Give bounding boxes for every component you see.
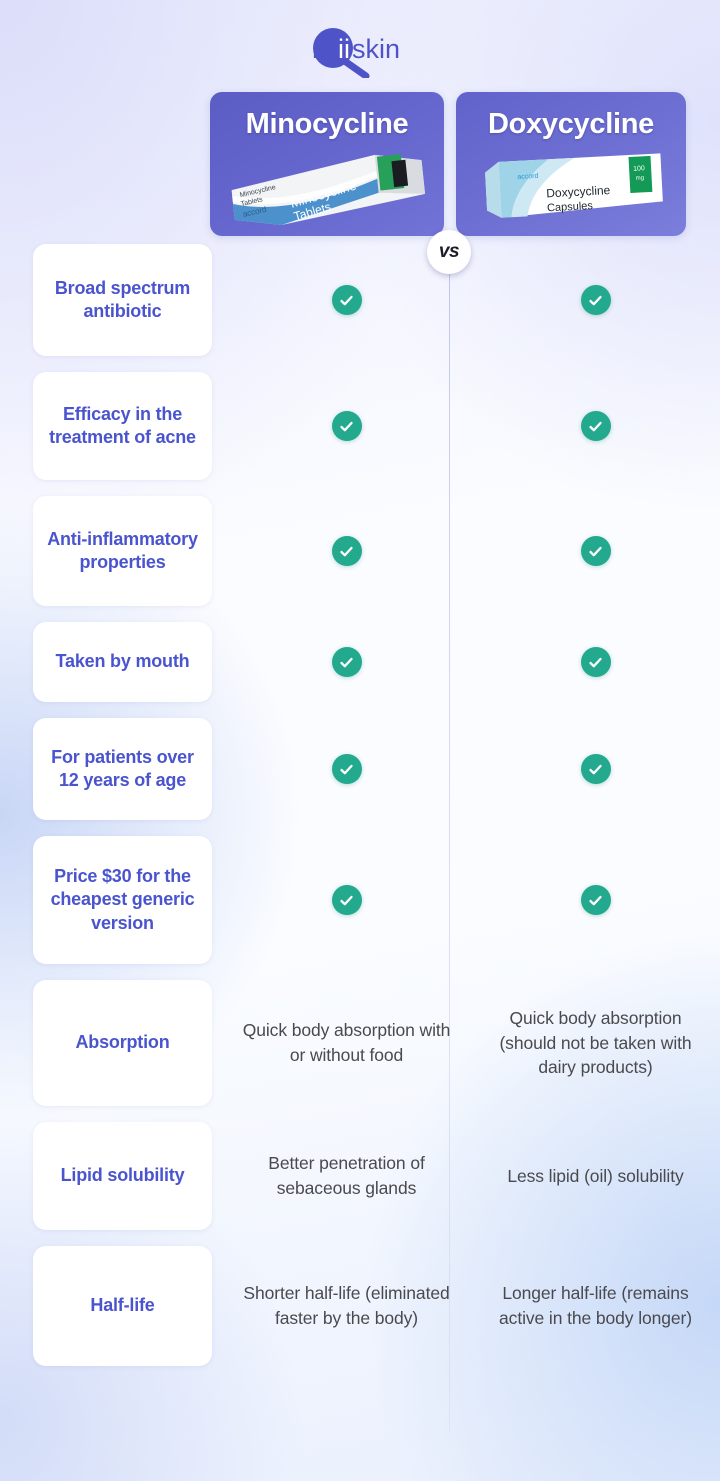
svg-text:Tablets: Tablets [240,196,264,208]
check-icon [580,754,611,784]
row-label-text: Anti-inflammatory properties [47,528,198,572]
cell-text: Less lipid (oil) solubility [507,1165,684,1186]
minocycline-box-image: Minocycline Tablets accord Minocycline T… [225,144,431,235]
cell-minocycline: Better penetration of sebaceous glands [222,1114,471,1238]
row-label-text: Absorption [75,1032,170,1053]
cell-doxycycline [471,236,720,364]
row-label-card: Efficacy in the treatment of acne [33,372,212,480]
row-label-text: Broad spectrum antibiotic [54,277,191,321]
table-row: Absorption Quick body absorption with or … [0,972,720,1114]
check-icon [331,754,362,784]
table-row: Taken by mouth [0,614,720,710]
cell-minocycline: Shorter half-life (eliminated faster by … [222,1238,471,1374]
row-label-card: Broad spectrum antibiotic [33,244,212,356]
check-icon [331,285,362,315]
cell-text: Shorter half-life (eliminated faster by … [243,1283,450,1328]
header-title-left: Minocycline [245,108,409,140]
check-icon [580,536,611,566]
cell-minocycline [222,614,471,710]
cell-doxycycline [471,710,720,828]
comparison-header: Minocycline Minocycline Tablets accord M… [0,92,720,274]
table-row: Broad spectrum antibiotic [0,236,720,364]
cell-minocycline [222,236,471,364]
table-row: Anti-inflammatory properties [0,488,720,614]
check-icon [331,647,362,677]
row-label-text: Half-life [90,1295,155,1316]
row-label-text: Efficacy in the treatment of acne [49,403,196,447]
table-row: Efficacy in the treatment of acne [0,364,720,488]
row-label-card: Lipid solubility [33,1122,212,1230]
cell-doxycycline [471,364,720,488]
check-icon [580,885,611,915]
vs-badge: vs [427,230,471,274]
table-row: Lipid solubility Better penetration of se… [0,1114,720,1238]
check-icon [580,647,611,677]
svg-text:ii: ii [338,34,350,64]
row-label-text: Lipid solubility [60,1165,185,1186]
cell-minocycline [222,710,471,828]
cell-doxycycline [471,488,720,614]
table-row: For patients over 12 years of age [0,710,720,828]
cell-minocycline [222,364,471,488]
row-label-card: Price $30 for the cheapest generic versi… [33,836,212,964]
row-label-card: Half-life [33,1246,212,1366]
svg-text:skin: skin [352,34,400,64]
cell-doxycycline: Less lipid (oil) solubility [471,1114,720,1238]
cell-text: Longer half-life (remains active in the … [499,1283,692,1328]
miiskin-logo: m ii skin [290,26,430,78]
check-icon [580,285,611,315]
cell-minocycline [222,488,471,614]
comparison-table: Broad spectrum antibiotic Efficacy in the… [0,236,720,1374]
check-icon [331,885,362,915]
cell-doxycycline: Longer half-life (remains active in the … [471,1238,720,1374]
check-icon [331,536,362,566]
cell-doxycycline [471,828,720,972]
svg-text:mg: mg [635,175,644,181]
cell-doxycycline [471,614,720,710]
header-card-doxycycline: Doxycycline 100 mg accord Doxycycline Ca… [456,92,686,236]
cell-minocycline: Quick body absorption with or without fo… [222,972,471,1114]
svg-text:Doxycycline: Doxycycline [546,183,611,200]
row-label-card: Taken by mouth [33,622,212,702]
doxycycline-box-image: 100 mg accord Doxycycline Capsules [478,147,667,227]
svg-text:Capsules: Capsules [547,200,594,214]
cell-text: Quick body absorption (should not be tak… [499,1007,692,1078]
row-label-text: Taken by mouth [55,651,190,672]
header-card-minocycline: Minocycline Minocycline Tablets accord M… [210,92,444,236]
check-icon [580,411,611,441]
cell-minocycline [222,828,471,972]
svg-text:m: m [312,34,335,64]
row-label-card: Anti-inflammatory properties [33,496,212,606]
cell-text: Quick body absorption with or without fo… [242,1020,451,1065]
cell-text: Better penetration of sebaceous glands [268,1153,425,1198]
cell-doxycycline: Quick body absorption (should not be tak… [471,972,720,1114]
brand-logo: m ii skin [0,24,720,80]
svg-text:100: 100 [633,165,645,173]
magnifier-logo-icon: m ii skin [312,28,400,78]
column-divider [449,236,450,1431]
table-row: Price $30 for the cheapest generic versi… [0,828,720,972]
check-icon [331,411,362,441]
row-label-card: Absorption [33,980,212,1106]
svg-text:accord: accord [517,173,538,181]
row-label-text: Price $30 for the cheapest generic versi… [50,866,195,933]
table-row: Half-life Shorter half-life (eliminated f… [0,1238,720,1374]
row-label-text: For patients over 12 years of age [51,746,194,790]
row-label-card: For patients over 12 years of age [33,718,212,820]
header-title-right: Doxycycline [488,108,654,140]
